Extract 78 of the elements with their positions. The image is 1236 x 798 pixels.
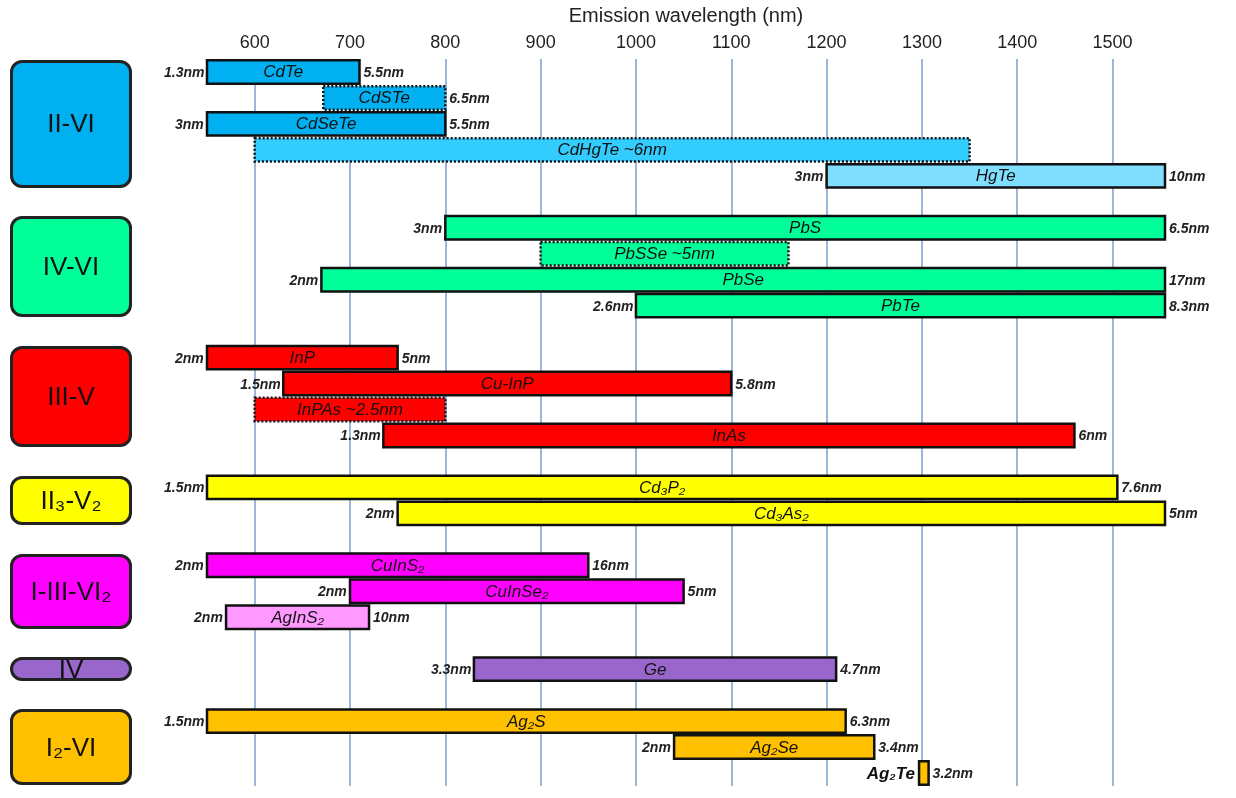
y-tick-label: CuInS₂ <box>370 555 426 575</box>
annotation: 6.5nm <box>449 89 490 106</box>
rounded-box: IV <box>10 657 132 681</box>
y-tick-label: Ag₂Te <box>865 763 916 783</box>
annotation: 2.6nm <box>592 297 634 314</box>
annotation: 10nm <box>373 609 410 626</box>
x-tick-label: 1500 <box>1092 32 1133 52</box>
annotation: 17nm <box>1169 271 1206 288</box>
y-tick-label: HgTe <box>975 166 1016 186</box>
annotation: 6.3nm <box>849 713 891 730</box>
y-tick-label: CdTe <box>263 62 304 82</box>
y-tick-label: Ag₂Se <box>749 737 799 757</box>
annotation: 2nm <box>317 583 347 600</box>
annotation: 3nm <box>413 219 443 236</box>
annotation: 7.6nm <box>1121 479 1162 496</box>
annotation: 16nm <box>592 557 629 574</box>
annotation: 1.3nm <box>340 427 381 444</box>
annotation: 5nm <box>1169 505 1198 522</box>
y-tick-label: AgInS₂ <box>270 607 325 627</box>
y-tick-label: CdHgTe ~6nm <box>557 140 667 160</box>
annotation: 5.5nm <box>449 115 490 132</box>
annotation: 8.3nm <box>1169 297 1210 314</box>
x-tick-label: 600 <box>239 32 270 52</box>
annotation: 6nm <box>1078 427 1108 444</box>
annotation: 6.5nm <box>1169 219 1210 236</box>
y-tick-label: PbSe <box>722 270 764 290</box>
y-tick-label: PbS <box>789 218 822 238</box>
y-tick-label: CdSTe <box>358 88 410 108</box>
y-tick-label: PbTe <box>880 296 921 316</box>
annotation: 2nm <box>365 505 395 522</box>
x-tick-label: 1300 <box>901 32 942 52</box>
annotation: 1.5nm <box>240 375 281 392</box>
rounded-box: II-VI <box>10 60 132 188</box>
annotation: 3nm <box>175 115 204 132</box>
y-tick-label: Cd₃P₂ <box>639 477 686 497</box>
y-tick-label: CuInSe₂ <box>485 581 549 601</box>
x-tick-label: 800 <box>430 32 461 52</box>
y-tick-label: Ag₂S <box>506 711 547 731</box>
annotation: 3.4nm <box>878 739 919 756</box>
x-tick-label: 1400 <box>997 32 1038 52</box>
annotation: 2nm <box>194 609 223 626</box>
annotation: 1.5nm <box>164 479 205 496</box>
annotation: 2nm <box>175 557 204 574</box>
bar <box>917 760 930 786</box>
annotation: 5.8nm <box>735 375 776 392</box>
x-tick-label: 900 <box>525 32 556 52</box>
annotation: 3.2nm <box>932 765 974 782</box>
annotation: 3nm <box>794 167 824 184</box>
rounded-box: I₂-VI <box>10 709 132 785</box>
rounded-box: III-V <box>10 345 132 448</box>
annotation: 5nm <box>687 583 717 600</box>
y-tick-label: InAs <box>711 425 747 445</box>
y-tick-label: Cd₃As₂ <box>753 503 810 523</box>
y-tick-label: CdSeTe <box>295 114 357 134</box>
annotation: 2nm <box>175 349 204 366</box>
x-tick-label: 700 <box>334 32 366 52</box>
x-axis-title: Emission wavelength (nm) <box>568 4 804 26</box>
y-tick-label: Cu-InP <box>480 374 535 394</box>
y-tick-label: Ge <box>643 659 667 679</box>
annotation: 1.5nm <box>164 713 205 730</box>
annotation: 2nm <box>642 739 671 756</box>
annotation: 4.7nm <box>840 661 881 678</box>
annotation: 2nm <box>289 271 319 288</box>
annotation: 5.5nm <box>363 63 404 80</box>
annotation: 5nm <box>401 349 431 366</box>
rounded-box: I-III-VI₂ <box>10 553 132 629</box>
y-tick-label: InPAs ~2.5nm <box>296 400 403 420</box>
x-tick-label: 1200 <box>806 32 847 52</box>
annotation: 10nm <box>1169 167 1206 184</box>
x-tick-label: 1000 <box>615 32 656 52</box>
y-tick-label: PbSSe ~5nm <box>614 244 715 264</box>
y-tick-label: InP <box>289 348 316 368</box>
annotation: 3.3nm <box>430 661 472 678</box>
bar <box>472 656 838 683</box>
rounded-box: IV-VI <box>10 216 132 318</box>
rounded-box: II₃-V₂ <box>10 475 132 526</box>
x-tick-label: 1100 <box>711 32 751 52</box>
annotation: 1.3nm <box>164 63 205 80</box>
